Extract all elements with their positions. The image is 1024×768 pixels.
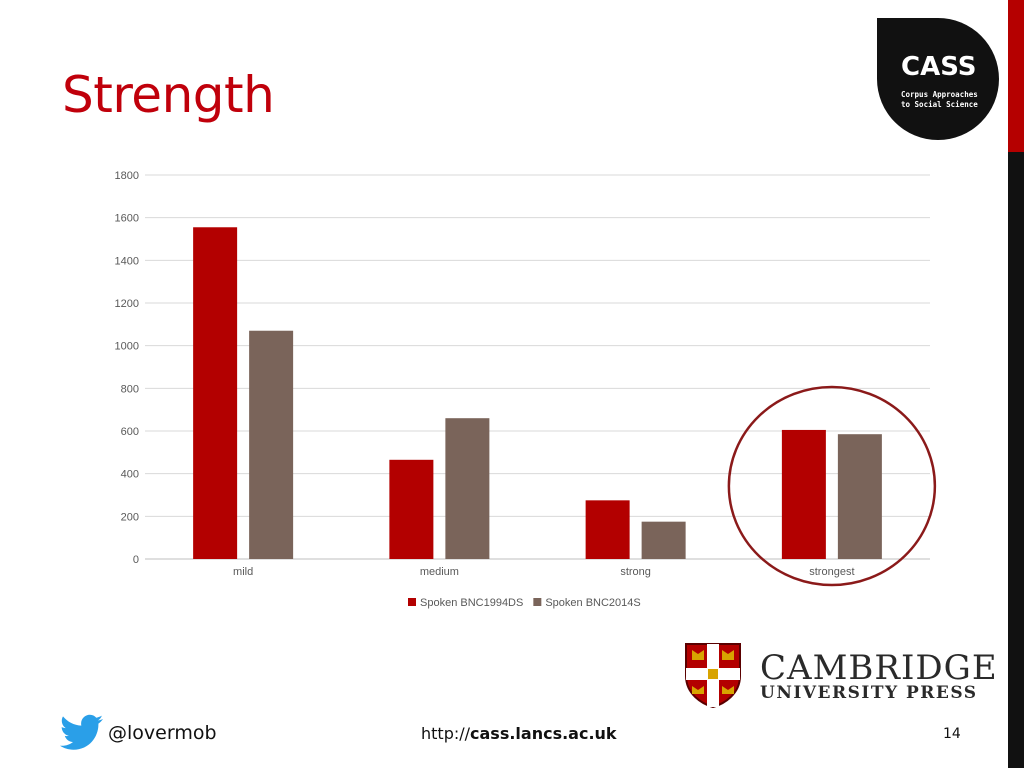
accent-bar-black bbox=[1008, 152, 1024, 768]
legend-swatch bbox=[408, 598, 416, 606]
bar bbox=[193, 227, 238, 559]
bar bbox=[781, 429, 826, 559]
bar bbox=[585, 500, 630, 559]
cambridge-logo-name: CAMBRIDGE bbox=[760, 648, 998, 688]
legend-swatch bbox=[533, 598, 542, 606]
y-tick-label: 1000 bbox=[115, 341, 139, 353]
y-tick-label: 1600 bbox=[115, 213, 139, 225]
bar bbox=[837, 434, 882, 559]
y-tick-label: 400 bbox=[121, 469, 139, 481]
x-tick-label: medium bbox=[420, 566, 459, 578]
y-tick-label: 1800 bbox=[115, 170, 139, 182]
y-tick-label: 1400 bbox=[115, 255, 139, 267]
bar bbox=[641, 521, 686, 559]
x-tick-label: strong bbox=[620, 566, 651, 578]
legend-label: Spoken BNC1994DS bbox=[420, 597, 523, 609]
cambridge-crest-icon bbox=[685, 643, 741, 708]
twitter-bird-icon bbox=[60, 714, 103, 750]
cambridge-logo-press: UNIVERSITY PRESS bbox=[760, 683, 978, 703]
y-tick-label: 0 bbox=[133, 554, 139, 566]
footer-url[interactable]: http://cass.lancs.ac.uk bbox=[421, 724, 617, 743]
bar bbox=[389, 459, 434, 559]
cass-logo-subtitle: Corpus Approaches to Social Science bbox=[901, 90, 991, 110]
cass-logo: CASS Corpus Approaches to Social Science bbox=[877, 18, 999, 140]
y-tick-label: 800 bbox=[121, 383, 139, 395]
bar bbox=[445, 418, 490, 559]
cass-logo-subtitle-line1: Corpus Approaches bbox=[901, 90, 978, 99]
twitter-handle: @lovermob bbox=[108, 722, 217, 744]
footer-url-domain: cass.lancs.ac.uk bbox=[470, 724, 617, 743]
x-tick-label: strongest bbox=[809, 566, 854, 578]
legend-label: Spoken BNC2014S bbox=[545, 597, 640, 609]
y-tick-label: 200 bbox=[121, 511, 139, 523]
y-tick-label: 1200 bbox=[115, 298, 139, 310]
highlight-circle bbox=[727, 385, 937, 587]
cass-logo-subtitle-line2: to Social Science bbox=[901, 100, 978, 109]
accent-bar-red bbox=[1008, 0, 1024, 152]
bar bbox=[249, 330, 294, 559]
cass-logo-name: CASS bbox=[901, 52, 977, 82]
y-tick-label: 600 bbox=[121, 426, 139, 438]
footer-url-prefix: http:// bbox=[421, 724, 471, 743]
page-number: 14 bbox=[943, 726, 961, 742]
x-tick-label: mild bbox=[233, 566, 253, 578]
slide-title: Strength bbox=[62, 66, 275, 124]
bar-chart: 0 200 400 600 800 1000 1200 1400 1600 1800 mild med… bbox=[115, 170, 937, 609]
